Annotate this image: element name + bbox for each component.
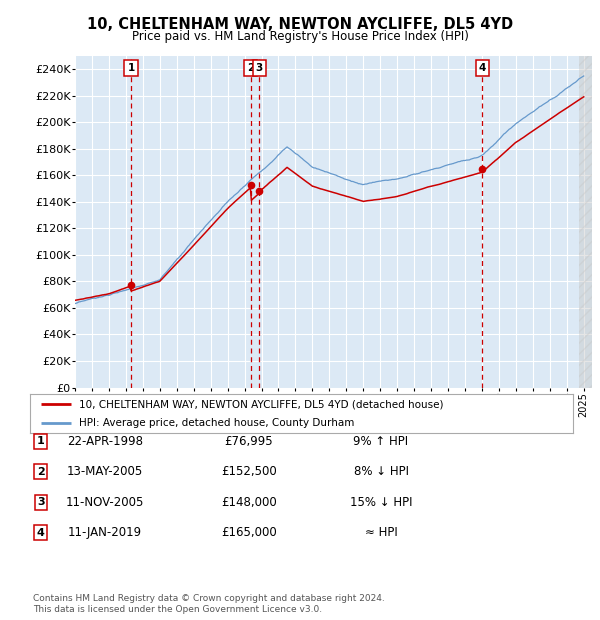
Text: 22-APR-1998: 22-APR-1998 [67, 435, 143, 448]
Bar [578, 56, 592, 388]
Text: 2: 2 [37, 467, 44, 477]
Text: 10, CHELTENHAM WAY, NEWTON AYCLIFFE, DL5 4YD (detached house): 10, CHELTENHAM WAY, NEWTON AYCLIFFE, DL5… [79, 399, 443, 409]
Text: ≈ HPI: ≈ HPI [365, 526, 397, 539]
Text: 1: 1 [37, 436, 44, 446]
Text: This data is licensed under the Open Government Licence v3.0.: This data is licensed under the Open Gov… [33, 604, 322, 614]
Text: 15% ↓ HPI: 15% ↓ HPI [350, 496, 412, 508]
Text: £152,500: £152,500 [221, 466, 277, 478]
Text: 9% ↑ HPI: 9% ↑ HPI [353, 435, 409, 448]
Text: £165,000: £165,000 [221, 526, 277, 539]
Text: 1: 1 [127, 63, 134, 73]
Text: 4: 4 [479, 63, 486, 73]
Text: 13-MAY-2005: 13-MAY-2005 [67, 466, 143, 478]
Text: 2: 2 [247, 63, 254, 73]
Text: 8% ↓ HPI: 8% ↓ HPI [353, 466, 409, 478]
Text: HPI: Average price, detached house, County Durham: HPI: Average price, detached house, Coun… [79, 418, 354, 428]
Text: 3: 3 [37, 497, 44, 507]
Text: £148,000: £148,000 [221, 496, 277, 508]
Text: 3: 3 [256, 63, 263, 73]
Text: 11-NOV-2005: 11-NOV-2005 [66, 496, 144, 508]
Text: Contains HM Land Registry data © Crown copyright and database right 2024.: Contains HM Land Registry data © Crown c… [33, 593, 385, 603]
Text: Price paid vs. HM Land Registry's House Price Index (HPI): Price paid vs. HM Land Registry's House … [131, 30, 469, 43]
Text: 10, CHELTENHAM WAY, NEWTON AYCLIFFE, DL5 4YD: 10, CHELTENHAM WAY, NEWTON AYCLIFFE, DL5… [87, 17, 513, 32]
Text: 11-JAN-2019: 11-JAN-2019 [68, 526, 142, 539]
Text: £76,995: £76,995 [224, 435, 274, 448]
Text: 4: 4 [37, 528, 45, 538]
